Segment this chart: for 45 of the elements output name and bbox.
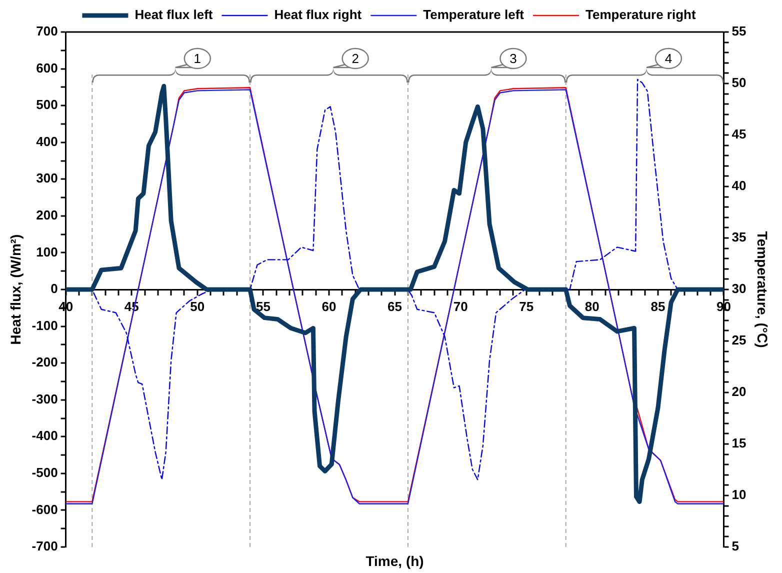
y2-tick-label: 55 xyxy=(732,24,746,39)
x-tick-label: 80 xyxy=(584,298,600,314)
y-tick-label: -400 xyxy=(32,428,58,444)
y-tick-label: 200 xyxy=(36,208,58,223)
y2-tick-label: 35 xyxy=(732,230,746,245)
y-tick-label: 400 xyxy=(36,134,58,149)
x-tick-label: 60 xyxy=(322,298,336,314)
legend-label: Temperature right xyxy=(586,7,696,22)
y2-tick-label: 20 xyxy=(732,384,746,400)
y-axis-title: Heat flux, (W/m²) xyxy=(7,234,24,345)
y2-tick-label: 15 xyxy=(732,436,746,451)
y-tick-label: 500 xyxy=(36,97,58,112)
y2-tick-label: 10 xyxy=(732,487,746,502)
y-tick-label: 300 xyxy=(36,170,58,186)
x-tick-label: 70 xyxy=(453,298,468,314)
annotation: 1 xyxy=(194,51,202,66)
x-tick-label: 65 xyxy=(388,298,402,314)
y-tick-label: -300 xyxy=(32,391,58,406)
y-tick-label: -100 xyxy=(32,318,58,333)
y-tick-label: 700 xyxy=(36,24,58,39)
y2-axis-title: Temperature, (°C) xyxy=(754,231,771,348)
y2-tick-label: 50 xyxy=(732,75,746,90)
y2-tick-label: 25 xyxy=(732,332,746,348)
annotation: 3 xyxy=(510,51,517,66)
y2-tick-label: 5 xyxy=(732,538,739,554)
y-tick-label: 0 xyxy=(50,281,58,296)
y-tick-label: 100 xyxy=(36,244,58,260)
legend-label: Heat flux left xyxy=(134,7,214,22)
x-tick-label: 85 xyxy=(650,298,666,314)
legend-label: Heat flux right xyxy=(274,7,362,22)
y2-tick-label: 45 xyxy=(732,126,746,142)
x-tick-label: 75 xyxy=(519,298,534,314)
y2-tick-label: 30 xyxy=(732,281,746,296)
y-tick-label: -500 xyxy=(32,465,58,480)
x-axis-title: Time, (h) xyxy=(366,552,424,569)
legend-label: Temperature left xyxy=(423,7,525,22)
annotation: 2 xyxy=(352,51,359,66)
y2-tick-label: 40 xyxy=(732,178,746,194)
annotation: 4 xyxy=(664,51,672,66)
y-tick-label: -700 xyxy=(32,538,58,554)
x-tick-label: 55 xyxy=(256,298,270,314)
y-tick-label: 600 xyxy=(36,60,58,76)
y-tick-label: -600 xyxy=(32,502,58,517)
y-tick-label: -200 xyxy=(32,354,58,370)
x-tick-label: 50 xyxy=(190,298,205,314)
